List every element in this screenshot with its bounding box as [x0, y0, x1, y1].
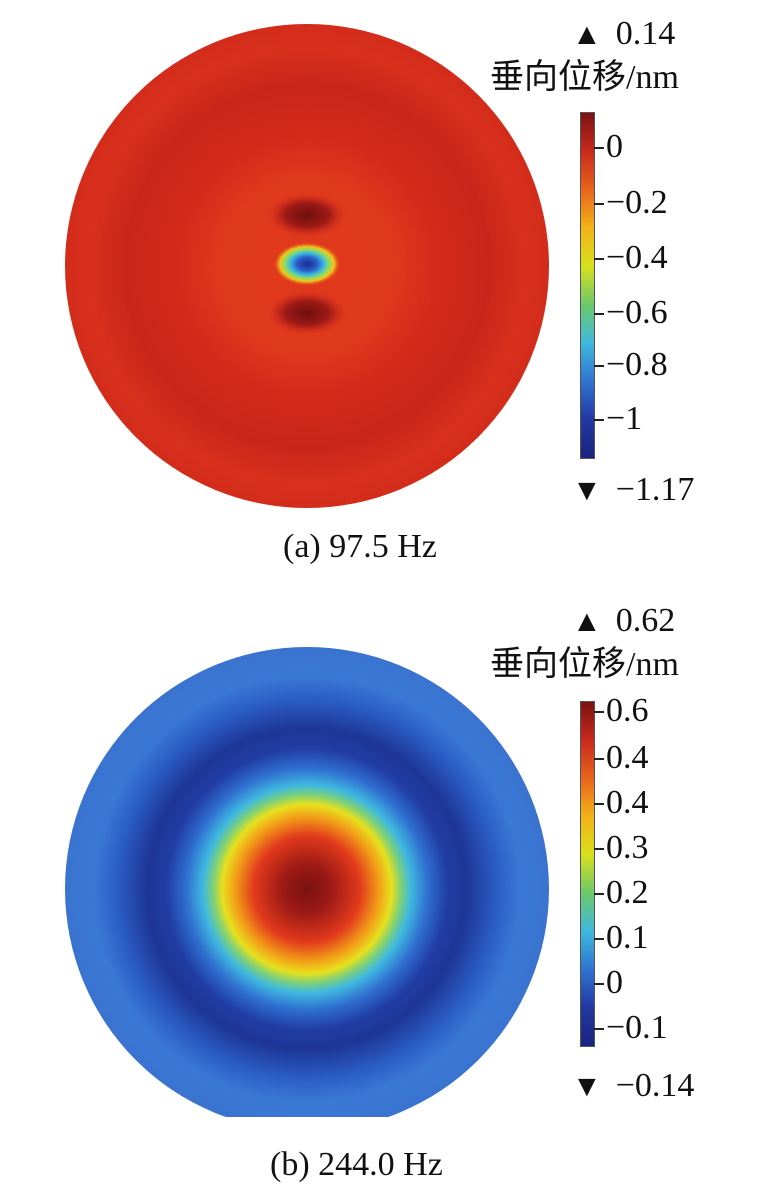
colorbar-tick-a: [594, 419, 604, 421]
colorbar-a: [580, 112, 595, 459]
colorbar-tick-b: [594, 803, 604, 805]
colorbar-tick-b: [594, 938, 604, 940]
colorbar-tick-b: [594, 848, 604, 850]
colorbar-tick-a: [594, 258, 604, 260]
upper-lobe-a: [267, 193, 347, 237]
colorbar-tick-label-a: −0.2: [606, 184, 668, 221]
colorbar-tick-label-a: −0.4: [606, 239, 668, 276]
caption-a: (a) 97.5 Hz: [283, 528, 437, 565]
panel-b: ▲ 0.62 垂向位移/nm 0.6 0.4 0.4 0.3 0.2 0.1 0 …: [0, 597, 778, 1194]
colorbar-unit-label-a: 垂向位移/nm: [490, 59, 679, 96]
colorbar-tick-b: [594, 1028, 604, 1030]
colorbar-tick-label-a: −0.8: [606, 346, 668, 383]
colorbar-tick-label-b: 0.4: [606, 739, 649, 776]
colorbar-tick-a: [594, 147, 604, 149]
colorbar-tick-label-a: −0.6: [606, 294, 668, 331]
min-value-a: ▼ −1.17: [572, 470, 694, 511]
colorbar-tick-label-b: 0.1: [606, 919, 649, 956]
colorbar-tick-label-b: −0.1: [606, 1009, 668, 1046]
colorbar-tick-b: [594, 893, 604, 895]
colorbar-tick-label-b: 0: [606, 964, 623, 1001]
lower-lobe-a: [267, 291, 347, 335]
panel-a: ▲ 0.14 垂向位移/nm 0 −0.2 −0.4 −0.6 −0.8 −1 ▼…: [65, 14, 694, 565]
max-value-b: ▲ 0.62: [572, 601, 675, 642]
colorbar-unit-label-b: 垂向位移/nm: [490, 646, 679, 683]
colorbar-tick-label-a: −1: [606, 400, 643, 437]
colorbar-tick-b: [594, 758, 604, 760]
colorbar-tick-a: [594, 203, 604, 205]
triangle-up-icon: ▲: [572, 18, 602, 51]
displacement-contour-plot-a: [65, 24, 549, 508]
min-value-b: ▼ −0.14: [572, 1066, 694, 1107]
colorbar-tick-label-b: 0.6: [606, 692, 649, 729]
max-value-a: ▲ 0.14: [572, 14, 675, 55]
triangle-down-icon: ▼: [572, 1070, 602, 1103]
colorbar-tick-label-b: 0.3: [606, 829, 649, 866]
colorbar-tick-label-b: 0.4: [606, 784, 649, 821]
triangle-up-icon: ▲: [572, 605, 602, 638]
center-depression-a: [273, 242, 341, 286]
colorbar-tick-b: [594, 711, 604, 713]
plate-disc-b: [65, 647, 549, 1117]
displacement-contour-plot-b: [65, 647, 549, 1117]
colorbar-tick-label-b: 0.2: [606, 874, 649, 911]
colorbar-tick-a: [594, 313, 604, 315]
colorbar-tick-a: [594, 365, 604, 367]
colorbar-b: [580, 701, 595, 1047]
triangle-down-icon: ▼: [572, 474, 602, 507]
colorbar-tick-label-a: 0: [606, 128, 623, 165]
colorbar-tick-b: [594, 983, 604, 985]
caption-b: (b) 244.0 Hz: [270, 1146, 443, 1183]
